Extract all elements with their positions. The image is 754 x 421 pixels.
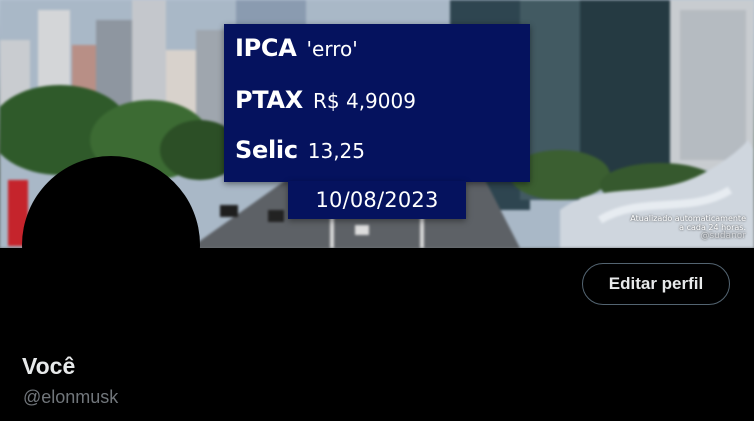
ipca-label: IPCA (235, 34, 297, 62)
auto-update-note: Atualizado automaticamente a cada 24 hor… (596, 214, 746, 241)
auto-note-line1: Atualizado automaticamente (630, 214, 746, 223)
date-panel: 10/08/2023 (288, 181, 466, 219)
date-text: 10/08/2023 (315, 188, 439, 212)
edit-profile-button[interactable]: Editar perfil (582, 263, 730, 305)
display-name: Você (22, 353, 76, 379)
ptax-label: PTAX (235, 86, 303, 114)
selic-row: Selic 13,25 (235, 136, 365, 176)
selic-value: 13,25 (307, 139, 366, 163)
selic-label: Selic (235, 136, 298, 164)
profile-banner[interactable]: IPCA 'erro' PTAX R$ 4,9009 Selic 13,25 1… (0, 0, 754, 248)
indicators-panel: IPCA 'erro' PTAX R$ 4,9009 Selic 13,25 (224, 24, 530, 182)
ptax-row: PTAX R$ 4,9009 (235, 86, 416, 126)
auto-note-handle: @sudanor (700, 231, 746, 241)
user-handle: @elonmusk (23, 387, 119, 407)
ipca-row: IPCA 'erro' (235, 34, 358, 74)
ptax-value: R$ 4,9009 (312, 89, 416, 113)
avatar[interactable] (22, 156, 200, 334)
auto-note-line2: a cada 24 horas. (679, 223, 746, 232)
ipca-value: 'erro' (306, 37, 358, 61)
